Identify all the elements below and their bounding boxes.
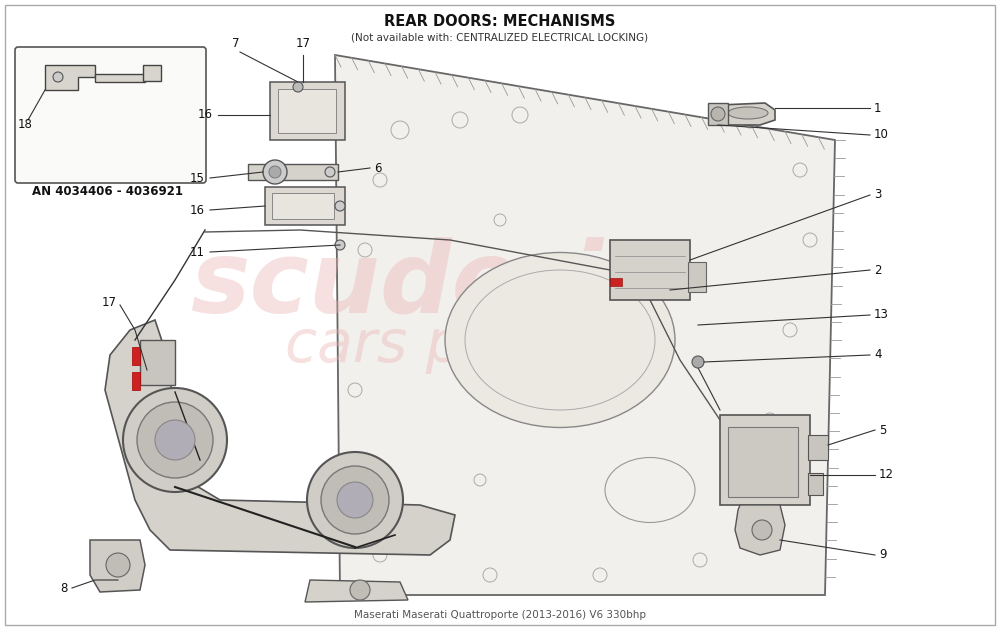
Circle shape — [335, 201, 345, 211]
Bar — [143, 65, 161, 81]
Text: 6: 6 — [374, 161, 382, 175]
Polygon shape — [105, 320, 455, 555]
Bar — [688, 262, 706, 292]
Bar — [132, 372, 140, 390]
Polygon shape — [45, 65, 95, 90]
Bar — [720, 415, 810, 505]
Text: 3: 3 — [874, 188, 881, 202]
Bar — [270, 82, 345, 140]
Circle shape — [321, 466, 389, 534]
Text: (Not available with: CENTRALIZED ELECTRICAL LOCKING): (Not available with: CENTRALIZED ELECTRI… — [351, 32, 649, 42]
Bar — [610, 240, 690, 300]
Text: 17: 17 — [102, 297, 117, 309]
Bar — [808, 473, 823, 495]
Ellipse shape — [728, 107, 768, 119]
Text: 7: 7 — [232, 37, 240, 50]
Text: cars parts: cars parts — [285, 316, 575, 374]
Text: 10: 10 — [874, 129, 889, 142]
Circle shape — [711, 107, 725, 121]
Text: 1: 1 — [874, 101, 882, 115]
Circle shape — [337, 482, 373, 518]
Text: 17: 17 — [296, 37, 310, 50]
Circle shape — [293, 82, 303, 92]
Bar — [265, 187, 345, 225]
Circle shape — [335, 240, 345, 250]
Circle shape — [106, 553, 130, 577]
Bar — [708, 103, 728, 125]
Text: Maserati Maserati Quattroporte (2013-2016) V6 330bhp: Maserati Maserati Quattroporte (2013-201… — [354, 610, 646, 620]
Bar — [278, 89, 336, 133]
Circle shape — [155, 420, 195, 460]
Polygon shape — [305, 580, 408, 602]
Text: 8: 8 — [61, 583, 68, 595]
Bar — [728, 427, 798, 497]
Circle shape — [752, 520, 772, 540]
Text: 18: 18 — [18, 118, 32, 130]
Circle shape — [263, 160, 287, 184]
Text: REAR DOORS: MECHANISMS: REAR DOORS: MECHANISMS — [384, 14, 616, 30]
Text: AN 4034406 - 4036921: AN 4034406 - 4036921 — [32, 185, 184, 198]
Ellipse shape — [445, 253, 675, 428]
Bar — [272, 193, 334, 219]
Circle shape — [269, 166, 281, 178]
Text: 13: 13 — [874, 309, 889, 321]
Circle shape — [123, 388, 227, 492]
Circle shape — [53, 72, 63, 82]
Bar — [808, 435, 828, 460]
Text: scuderia: scuderia — [190, 236, 670, 333]
Polygon shape — [715, 103, 775, 125]
Bar — [248, 164, 338, 180]
FancyBboxPatch shape — [15, 47, 206, 183]
Text: 4: 4 — [874, 348, 882, 362]
Text: 16: 16 — [198, 108, 213, 122]
Text: 9: 9 — [879, 549, 887, 561]
Polygon shape — [335, 55, 835, 595]
Circle shape — [307, 452, 403, 548]
Text: 5: 5 — [879, 423, 886, 437]
Bar — [610, 278, 622, 286]
Polygon shape — [735, 505, 785, 555]
Circle shape — [137, 402, 213, 478]
Text: 16: 16 — [190, 203, 205, 217]
Polygon shape — [90, 540, 145, 592]
Text: 11: 11 — [190, 246, 205, 260]
Bar — [140, 340, 175, 385]
Circle shape — [325, 167, 335, 177]
Text: 2: 2 — [874, 263, 882, 277]
Circle shape — [350, 580, 370, 600]
Text: 15: 15 — [190, 171, 205, 185]
Polygon shape — [95, 74, 145, 82]
Circle shape — [692, 356, 704, 368]
Text: 12: 12 — [879, 469, 894, 481]
Bar — [132, 347, 140, 365]
